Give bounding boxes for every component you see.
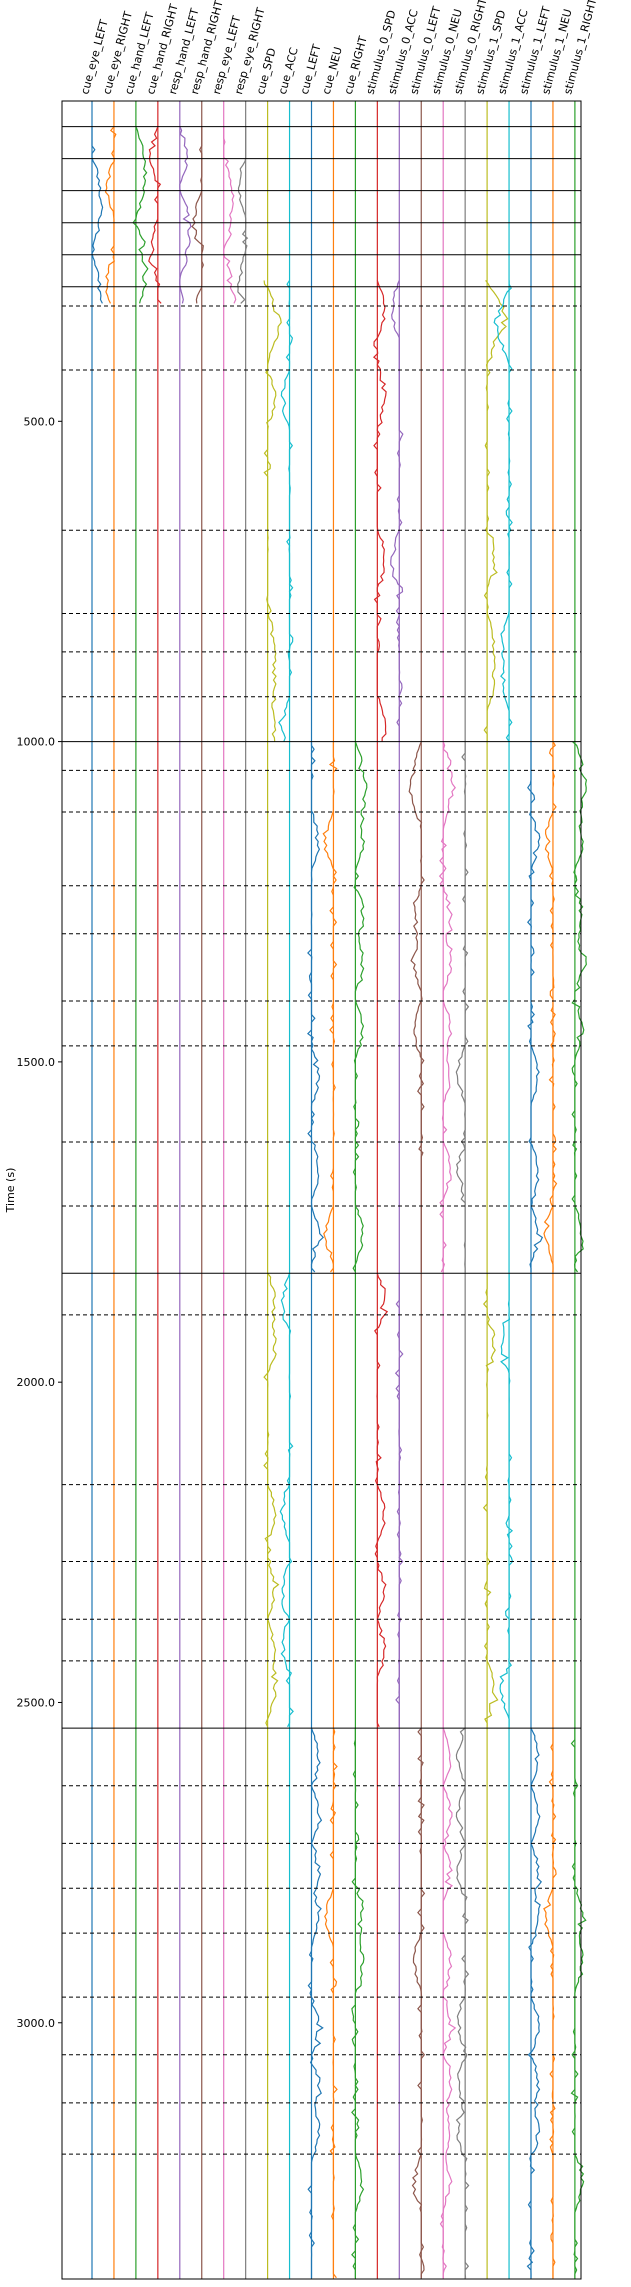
- series-trace-stimulus_0_NEU-seg2: [438, 741, 456, 1273]
- boundary-lines-layer: [62, 126, 581, 2155]
- series-trace-stimulus_1_SPD-seg3: [482, 1273, 499, 1727]
- x-tick-label-cue_LEFT: cue_LEFT: [298, 43, 324, 96]
- y-tick-label: 3000.0: [17, 2017, 56, 2030]
- series-trace-stimulus_1_LEFT-seg2: [527, 741, 544, 1272]
- series-trace-cue_SPD-seg3: [263, 1272, 280, 1728]
- plot-frame: [61, 100, 582, 2280]
- series-trace-stimulus_0_RIGHT-seg4: [455, 1727, 470, 2278]
- x-tick-label-cue_NEU: cue_NEU: [320, 46, 345, 96]
- series-trace-cue_NEU-seg4: [324, 1727, 338, 2279]
- series-trace-resp_eye_LEFT-seg0: [223, 126, 237, 304]
- series-trace-cue_eye_LEFT-seg0: [91, 126, 104, 304]
- y-axis-label: Time (s): [4, 1168, 17, 1214]
- series-trace-stimulus_1_SPD-seg1: [483, 280, 509, 742]
- series-trace-stimulus_0_LEFT-seg2: [408, 741, 425, 1272]
- x-tick-label-cue_SPD: cue_SPD: [254, 47, 279, 96]
- y-axis-ticks: 500.0 1000.0 1500.0 2000.0 2500.0 3000.0: [17, 415, 62, 2030]
- series-trace-stimulus_1_NEU-seg4: [543, 1728, 557, 2278]
- series-trace-cue_NEU-seg2: [322, 741, 338, 1273]
- series-trace-stimulus_1_ACC-seg1: [493, 280, 513, 742]
- series-trace-cue_hand_LEFT-seg0: [132, 126, 149, 304]
- x-tick-label-cue_ACC: cue_ACC: [276, 46, 301, 96]
- y-tick-label: 1000.0: [17, 736, 56, 749]
- series-trace-stimulus_1_RIGHT-seg4: [570, 1728, 587, 2278]
- series-trace-stimulus_0_SPD-seg1: [372, 280, 387, 742]
- series-trace-cue_ACC-seg1: [278, 280, 294, 742]
- series-trace-cue_SPD-seg1: [263, 280, 282, 742]
- series-trace-stimulus_1_NEU-seg2: [543, 741, 558, 1273]
- series-trace-cue_LEFT-seg2: [306, 741, 325, 1273]
- regressor-traces-layer: [91, 126, 588, 2279]
- series-trace-cue_hand_RIGHT-seg0: [148, 126, 162, 304]
- series-trace-cue_LEFT-seg4: [307, 1727, 324, 2278]
- series-trace-resp_hand_RIGHT-seg0: [191, 126, 204, 304]
- series-trace-resp_eye_RIGHT-seg0: [237, 126, 249, 304]
- y-tick-label: 2500.0: [17, 1696, 56, 1709]
- series-trace-stimulus_0_ACC-seg3: [394, 1273, 404, 1727]
- x-axis-series-labels: cue_eye_LEFTcue_eye_RIGHTcue_hand_LEFTcu…: [78, 0, 599, 96]
- y-tick-label: 1500.0: [17, 1056, 56, 1069]
- series-trace-cue_eye_RIGHT-seg0: [104, 126, 117, 304]
- series-trace-stimulus_0_NEU-seg4: [439, 1727, 457, 2278]
- y-tick-label: 2000.0: [17, 1376, 56, 1389]
- series-trace-stimulus_0_LEFT-seg4: [411, 1727, 426, 2278]
- series-trace-stimulus_1_RIGHT-seg2: [571, 741, 588, 1273]
- series-trace-stimulus_1_ACC-seg3: [499, 1273, 514, 1727]
- series-trace-stimulus_1_LEFT-seg4: [526, 1727, 542, 2278]
- series-trace-resp_hand_LEFT-seg0: [179, 126, 192, 304]
- series-trace-cue_ACC-seg3: [279, 1273, 294, 1728]
- y-tick-label: 500.0: [24, 415, 56, 428]
- series-trace-stimulus_0_RIGHT-seg2: [455, 741, 470, 1272]
- series-trace-cue_RIGHT-seg4: [351, 1728, 365, 2278]
- series-trace-stimulus_0_SPD-seg3: [374, 1273, 389, 1728]
- series-trace-stimulus_0_ACC-seg1: [390, 280, 404, 742]
- series-trace-cue_RIGHT-seg2: [352, 741, 368, 1273]
